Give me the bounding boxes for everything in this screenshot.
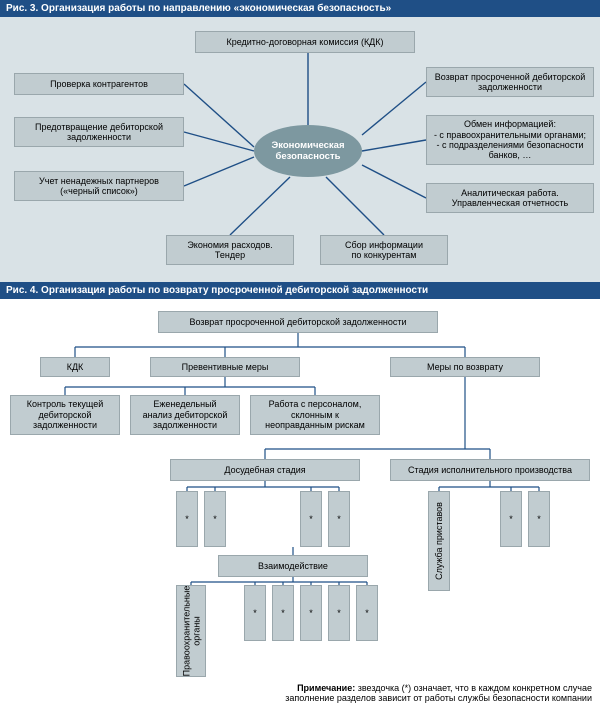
diagram-box: Меры по возврату (390, 357, 540, 377)
diagram-vbox: * (300, 585, 322, 641)
diagram-box: Обмен информацией:- с правоохранительным… (426, 115, 594, 165)
diagram-panel: Возврат просроченной дебиторской задолже… (0, 299, 600, 679)
diagram-box: Возврат просроченной дебиторской задолже… (158, 311, 438, 333)
diagram-box: Работа с персоналом,склонным кнеоправдан… (250, 395, 380, 435)
diagram-box: Проверка контрагентов (14, 73, 184, 95)
diagram-box: Кредитно-договорная комиссия (КДК) (195, 31, 415, 53)
diagram-vbox: * (176, 491, 198, 547)
figure-title: Рис. 4. Организация работы по возврату п… (0, 282, 600, 299)
diagram-box: Стадия исполнительного производства (390, 459, 590, 481)
diagram-vbox: * (272, 585, 294, 641)
diagram-vbox: * (328, 585, 350, 641)
diagram-box: Возврат просроченной дебиторскойзадолжен… (426, 67, 594, 97)
diagram-box: Контроль текущейдебиторскойзадолженности (10, 395, 120, 435)
diagram-vbox: * (244, 585, 266, 641)
diagram-box: Взаимодействие (218, 555, 368, 577)
center-ellipse: Экономическаябезопасность (254, 125, 362, 177)
diagram-vbox: * (528, 491, 550, 547)
diagram-box: Превентивные меры (150, 357, 300, 377)
diagram-box: Учет ненадежных партнеров(«черный список… (14, 171, 184, 201)
diagram-vbox: * (300, 491, 322, 547)
diagram-box: Еженедельныйанализ дебиторскойзадолженно… (130, 395, 240, 435)
diagram-box: КДК (40, 357, 110, 377)
figure-title: Рис. 3. Организация работы по направлени… (0, 0, 600, 17)
diagram-panel: Кредитно-договорная комиссия (КДК) Провер… (0, 17, 600, 282)
diagram-box: Аналитическая работа.Управленческая отче… (426, 183, 594, 213)
diagram-box: Экономия расходов.Тендер (166, 235, 294, 265)
diagram-vbox: Служба приставов (428, 491, 450, 591)
diagram-vbox: * (500, 491, 522, 547)
diagram-vbox: * (328, 491, 350, 547)
diagram-vbox: * (356, 585, 378, 641)
footnote: Примечание: звездочка (*) означает, что … (0, 679, 600, 709)
diagram-vbox: * (204, 491, 226, 547)
diagram-box: Досудебная стадия (170, 459, 360, 481)
diagram-vbox: Правоохранительныеорганы (176, 585, 206, 677)
diagram-box: Сбор информациипо конкурентам (320, 235, 448, 265)
diagram-box: Предотвращение дебиторскойзадолженности (14, 117, 184, 147)
